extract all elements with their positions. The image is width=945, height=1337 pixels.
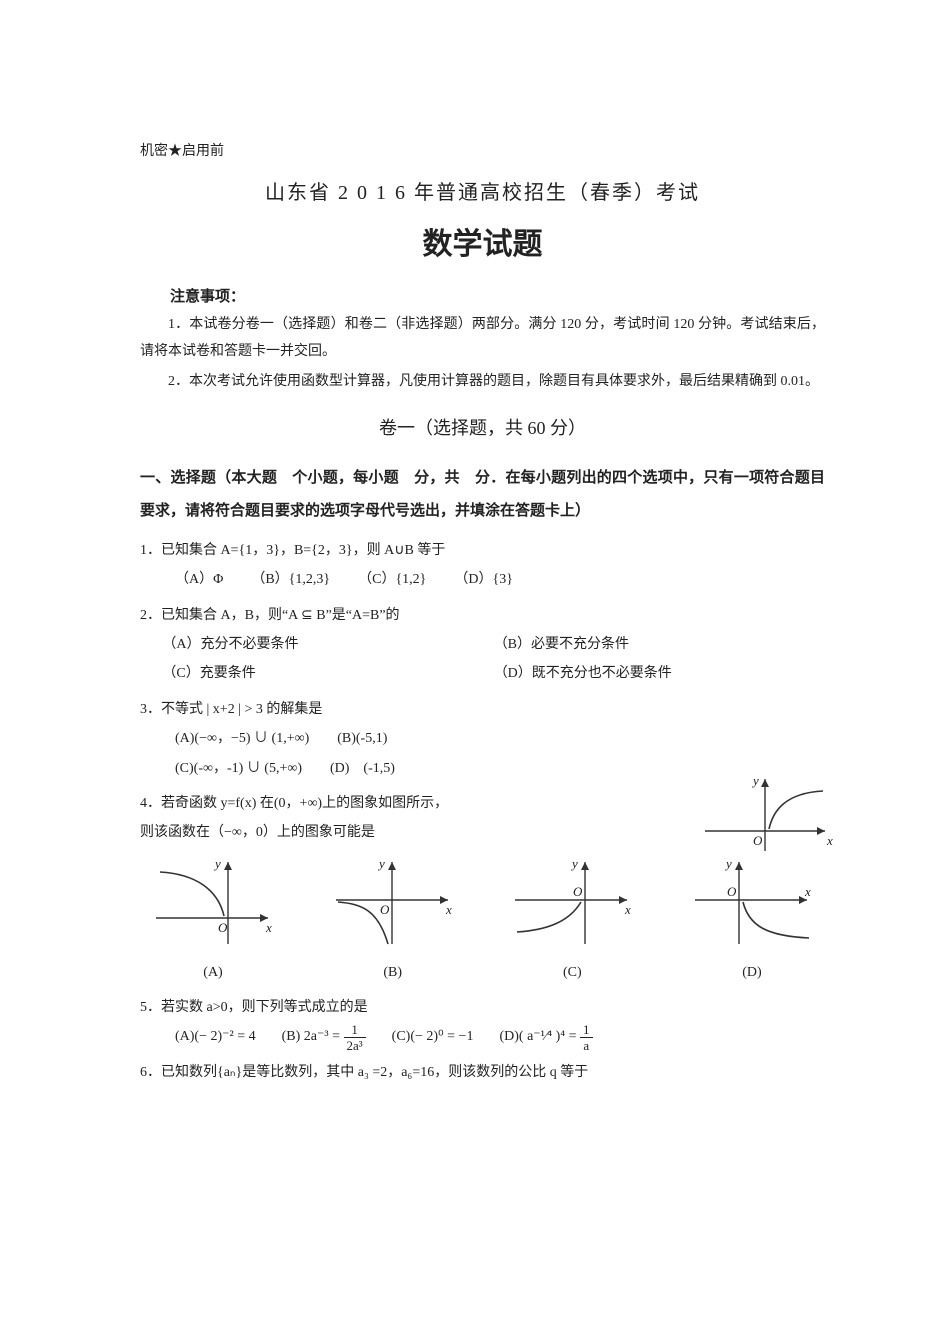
q2-options: （A）充分不必要条件 （B）必要不充分条件 （C）充要条件 （D）既不充分也不必… xyxy=(140,630,825,689)
svg-text:x: x xyxy=(804,884,811,899)
q4-graph-d: x y O (D) xyxy=(687,852,817,987)
fraction-d: 1 a xyxy=(580,1023,593,1052)
q1-stem: 1．已知集合 A={1，3}，B={2，3}，则 A∪B 等于 xyxy=(140,536,825,565)
question-6: 6．已知数列{aₙ}是等比数列，其中 a₃ =2，a₆=16，则该数列的公比 q… xyxy=(140,1058,825,1087)
province-title: 山东省 2 0 1 6 年普通高校招生（春季）考试 xyxy=(140,176,825,205)
svg-text:O: O xyxy=(573,884,583,899)
axis-x-label: x xyxy=(826,833,833,848)
notice-heading: 注意事项： xyxy=(140,285,825,306)
axis-y-label: y xyxy=(751,773,759,788)
q3-opt-b: (B)(-5,1) xyxy=(337,724,387,753)
q2-stem: 2．已知集合 A，B，则“A ⊆ B”是“A=B”的 xyxy=(140,601,825,630)
q1-options: （A）Φ （B）{1,2,3} （C）{1,2} （D）{3} xyxy=(140,565,825,594)
subject-title: 数学试题 xyxy=(140,219,825,263)
svg-text:O: O xyxy=(218,920,228,935)
q5-options: (A)(− 2)⁻² = 4 (B) 2a⁻³ = 1 2a³ (C)(− 2)… xyxy=(140,1022,825,1051)
svg-text:y: y xyxy=(570,856,578,871)
svg-text:y: y xyxy=(377,856,385,871)
q3-opt-d: (D) (-1,5) xyxy=(330,754,395,783)
q4-graph-c: x y O (C) xyxy=(507,852,637,987)
svg-text:x: x xyxy=(445,902,452,917)
fraction-b: 1 2a³ xyxy=(344,1023,366,1052)
svg-text:O: O xyxy=(380,902,390,917)
section1-instructions: 一、选择题（本大题 个小题，每小题 分，共 分．在每小题列出的四个选项中，只有一… xyxy=(140,462,825,528)
q4-label-b: (B) xyxy=(383,958,402,987)
svg-text:x: x xyxy=(265,920,272,935)
question-3: 3．不等式 | x+2 | > 3 的解集是 (A)(−∞，−5) ∪ (1,+… xyxy=(140,695,825,783)
q4-option-graphs: x y O (A) x y O (B) xyxy=(140,852,825,987)
origin-label: O xyxy=(753,833,763,848)
q4-reference-graph: x y O xyxy=(695,771,835,861)
q2-opt-d: （D）既不充分也不必要条件 xyxy=(494,659,825,688)
ref-graph-svg: x y O xyxy=(695,771,835,861)
svg-text:x: x xyxy=(624,902,631,917)
q2-opt-b: （B）必要不充分条件 xyxy=(494,630,825,659)
notice-line-2: 2．本次考试允许使用函数型计算器，凡使用计算器的题目，除题目有具体要求外，最后结… xyxy=(140,369,825,396)
q3-stem: 3．不等式 | x+2 | > 3 的解集是 xyxy=(140,695,825,724)
q1-opt-b: （B）{1,2,3} xyxy=(251,565,330,594)
question-4: 4．若奇函数 y=f(x) 在(0，+∞)上的图象如图所示， 则该函数在（−∞，… xyxy=(140,789,825,987)
q5-opt-c: (C)(− 2)⁰ = −1 xyxy=(392,1022,474,1051)
question-2: 2．已知集合 A，B，则“A ⊆ B”是“A=B”的 （A）充分不必要条件 （B… xyxy=(140,601,825,689)
q5-opt-d: (D)( a⁻¹⁄⁴ )⁴ = 1 a xyxy=(499,1022,592,1051)
q4-label-d: (D) xyxy=(742,958,761,987)
q1-opt-c: （C）{1,2} xyxy=(358,565,426,594)
svg-text:y: y xyxy=(213,856,221,871)
q4-label-c: (C) xyxy=(563,958,582,987)
q3-opt-c: (C)(-∞，-1) ∪ (5,+∞) xyxy=(175,754,302,783)
q5-opt-b: (B) 2a⁻³ = 1 2a³ xyxy=(282,1022,366,1051)
section1-title: 卷一（选择题，共 60 分） xyxy=(140,414,825,440)
q1-opt-a: （A）Φ xyxy=(175,565,223,594)
q2-opt-c: （C）充要条件 xyxy=(162,659,493,688)
q4-label-a: (A) xyxy=(203,958,222,987)
notice-line-1: 1．本试卷分卷一（选择题）和卷二（非选择题）两部分。满分 120 分，考试时间 … xyxy=(140,312,825,365)
confidential-mark: 机密★启用前 xyxy=(140,140,825,160)
question-1: 1．已知集合 A={1，3}，B={2，3}，则 A∪B 等于 （A）Φ （B）… xyxy=(140,536,825,595)
q1-opt-d: （D）{3} xyxy=(454,565,513,594)
q5-stem: 5．若实数 a>0，则下列等式成立的是 xyxy=(140,993,825,1022)
exam-page: 机密★启用前 山东省 2 0 1 6 年普通高校招生（春季）考试 数学试题 注意… xyxy=(0,0,945,1337)
q3-options-row1: (A)(−∞，−5) ∪ (1,+∞) (B)(-5,1) xyxy=(140,724,825,753)
q4-graph-a: x y O (A) xyxy=(148,852,278,987)
q5-opt-a: (A)(− 2)⁻² = 4 xyxy=(175,1022,256,1051)
q2-opt-a: （A）充分不必要条件 xyxy=(162,630,493,659)
question-5: 5．若实数 a>0，则下列等式成立的是 (A)(− 2)⁻² = 4 (B) 2… xyxy=(140,993,825,1052)
q4-graph-b: x y O (B) xyxy=(328,852,458,987)
q3-opt-a: (A)(−∞，−5) ∪ (1,+∞) xyxy=(175,724,309,753)
svg-text:O: O xyxy=(727,884,737,899)
q6-stem: 6．已知数列{aₙ}是等比数列，其中 a₃ =2，a₆=16，则该数列的公比 q… xyxy=(140,1058,825,1087)
